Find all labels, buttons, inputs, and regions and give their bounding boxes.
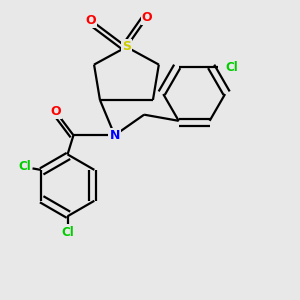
Text: S: S <box>122 40 131 53</box>
Text: Cl: Cl <box>226 61 239 74</box>
Text: O: O <box>86 14 96 27</box>
Text: O: O <box>142 11 152 24</box>
Text: Cl: Cl <box>61 226 74 239</box>
Text: Cl: Cl <box>18 160 31 173</box>
Text: O: O <box>50 105 61 118</box>
Text: N: N <box>110 129 120 142</box>
